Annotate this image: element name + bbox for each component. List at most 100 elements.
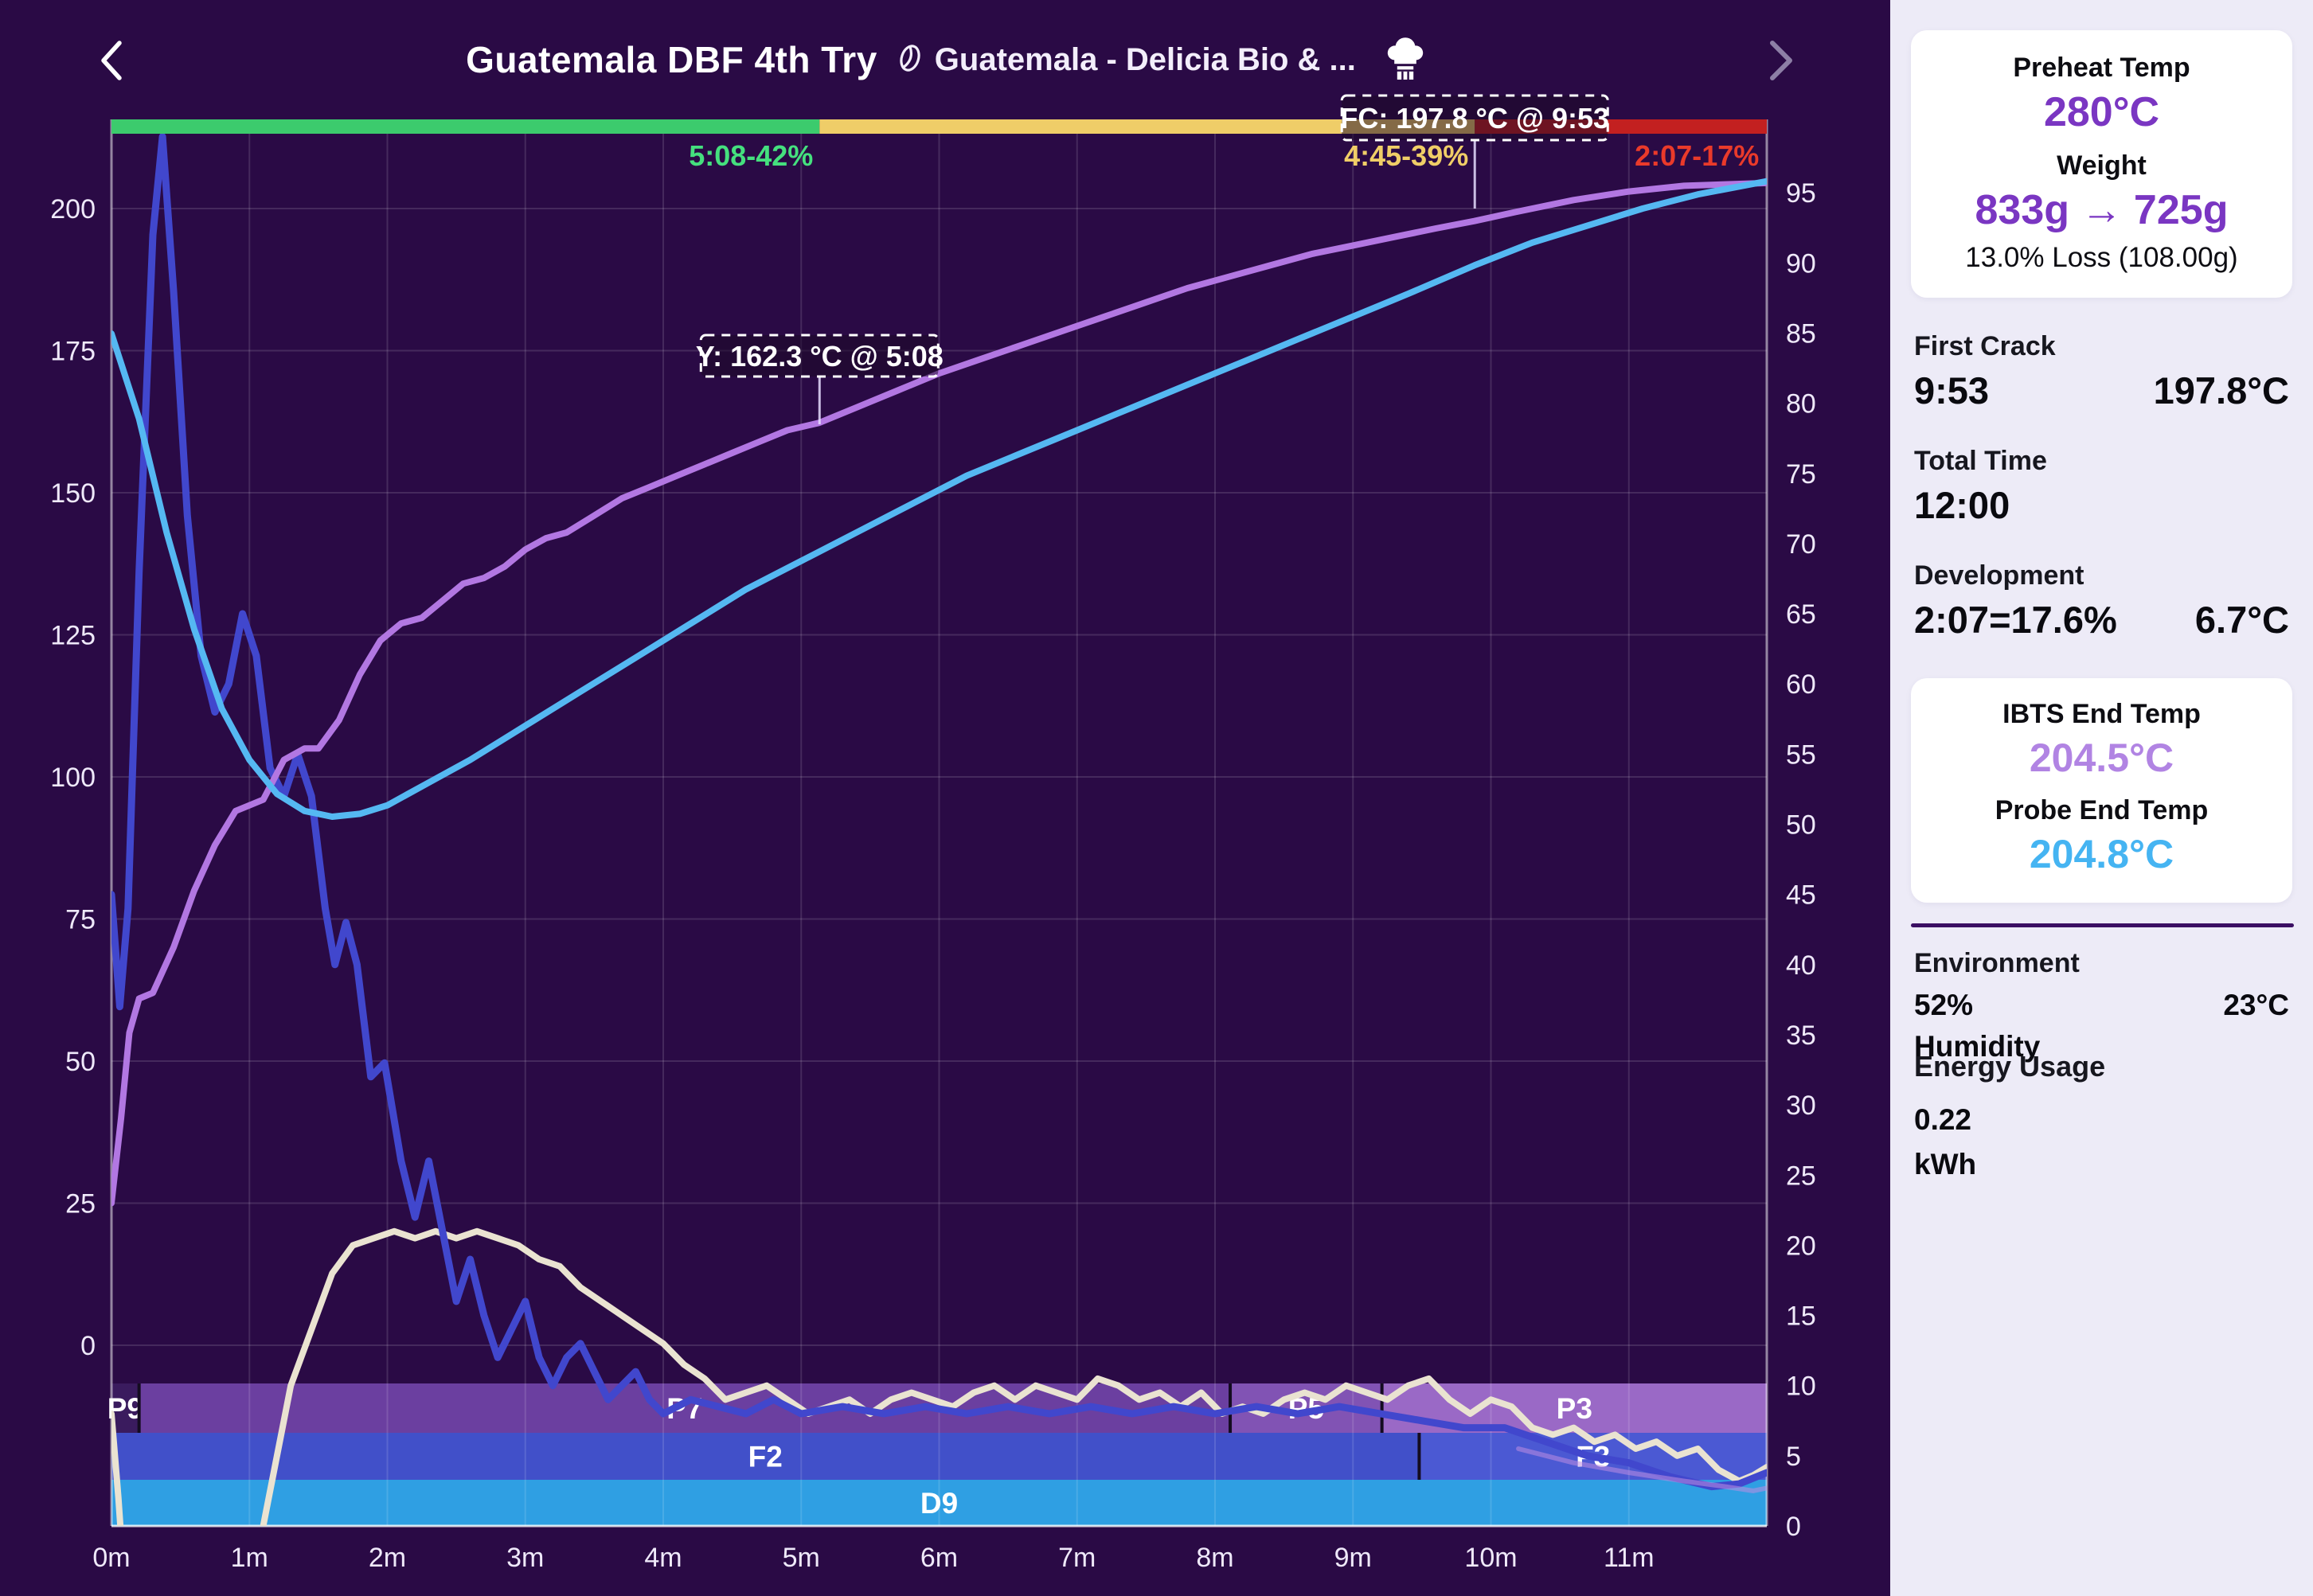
development-label: Development [1914, 560, 2084, 591]
svg-text:90: 90 [1786, 248, 1816, 279]
svg-text:0m: 0m [92, 1543, 130, 1573]
svg-text:FC: 197.8 °C @ 9:53: FC: 197.8 °C @ 9:53 [1340, 102, 1609, 135]
svg-text:45: 45 [1786, 880, 1816, 911]
svg-text:40: 40 [1786, 950, 1816, 981]
curve-ibts-ror [111, 1227, 1767, 1526]
svg-text:6m: 6m [920, 1543, 958, 1573]
svg-text:11m: 11m [1604, 1543, 1655, 1573]
energy-usage-value: 0.22 [1914, 1103, 1972, 1136]
environment-humidity-value: 52% [1914, 989, 1974, 1021]
curve-ibts-temp [111, 179, 1767, 1207]
svg-text:10: 10 [1786, 1372, 1816, 1402]
total-time-stat: Total Time 12:00 [1890, 446, 2313, 527]
probe-end-temp-value: 204.8°C [2029, 832, 2174, 876]
svg-text:F2: F2 [748, 1441, 783, 1473]
chart-header: Guatemala DBF 4th Try Guatemala - Delici… [0, 0, 1890, 119]
svg-text:65: 65 [1786, 599, 1816, 630]
svg-text:1m: 1m [231, 1543, 268, 1573]
svg-text:8m: 8m [1196, 1543, 1233, 1573]
roast-title: Guatemala DBF 4th Try [466, 39, 877, 80]
development-temp: 6.7°C [2194, 599, 2289, 641]
end-temps-card: IBTS End Temp 204.5°C Probe End Temp 204… [1911, 678, 2292, 903]
svg-text:80: 80 [1786, 389, 1816, 419]
svg-text:75: 75 [1786, 459, 1816, 490]
back-button[interactable] [94, 37, 129, 88]
svg-text:9m: 9m [1334, 1543, 1372, 1573]
svg-text:4m: 4m [644, 1543, 682, 1573]
curve-probe-ror [111, 133, 1767, 1491]
roast-chart-panel: Guatemala DBF 4th Try Guatemala - Delici… [0, 0, 1890, 1596]
chef-hat-icon[interactable] [1386, 36, 1424, 84]
svg-text:5:08-42%: 5:08-42% [689, 139, 813, 172]
humidity-label: Humidity [1914, 1030, 2041, 1063]
svg-text:55: 55 [1786, 739, 1816, 770]
svg-text:D9: D9 [920, 1487, 958, 1520]
svg-text:15: 15 [1786, 1301, 1816, 1332]
development-value: 2:07=17.6% [1914, 599, 2117, 641]
svg-text:10m: 10m [1464, 1543, 1517, 1573]
svg-text:70: 70 [1786, 529, 1816, 560]
first-crack-temp: 197.8°C [2153, 369, 2289, 412]
svg-text:7m: 7m [1058, 1543, 1096, 1573]
chart-grid [110, 119, 1768, 1528]
environment-labels-overlap: Humidity Energy Usage [1914, 1030, 2289, 1092]
energy-usage-label: Energy Usage [1914, 1050, 2106, 1083]
probe-end-temp-label: Probe End Temp [1995, 795, 2209, 825]
sidebar-divider [1911, 923, 2294, 927]
environment-temp-value: 23°C [2223, 989, 2289, 1021]
development-stat: Development 2:07=17.6% 6.7°C [1890, 560, 2313, 642]
svg-text:2m: 2m [369, 1543, 406, 1573]
total-time-value: 12:00 [1914, 484, 2010, 526]
weight-label: Weight [2057, 150, 2147, 181]
chart-axes: 0 25 50 75 100 125 150 175 200 0 5 10 15 20 25 30 35 40 45… [50, 178, 1816, 1573]
svg-text:Y: 162.3 °C @ 5:08: Y: 162.3 °C @ 5:08 [696, 340, 944, 373]
svg-text:25: 25 [1786, 1161, 1816, 1191]
weight-value: 833g → 725g [1975, 187, 2229, 233]
chevron-left-icon [101, 41, 122, 80]
chevron-right-icon [1770, 41, 1792, 80]
curve-probe-temp [111, 178, 1767, 820]
bean-chip[interactable]: Guatemala - Delicia Bio & ... [897, 42, 1356, 78]
svg-text:P3: P3 [1557, 1392, 1592, 1425]
weight-loss-note: 13.0% Loss (108.00g) [1965, 242, 2238, 273]
svg-text:30: 30 [1786, 1091, 1816, 1121]
svg-text:200: 200 [50, 194, 96, 224]
preheat-value: 280°C [2043, 89, 2160, 135]
forward-button[interactable] [1763, 35, 1798, 90]
svg-text:4:45-39%: 4:45-39% [1344, 139, 1468, 172]
first-crack-time: 9:53 [1914, 369, 1990, 412]
svg-text:50: 50 [65, 1047, 96, 1077]
svg-text:35: 35 [1786, 1020, 1816, 1051]
svg-text:60: 60 [1786, 669, 1816, 700]
svg-text:95: 95 [1786, 178, 1816, 209]
svg-text:0: 0 [1786, 1512, 1801, 1542]
svg-text:0: 0 [80, 1331, 96, 1361]
svg-text:5m: 5m [783, 1543, 820, 1573]
svg-text:50: 50 [1786, 810, 1816, 841]
svg-text:20: 20 [1786, 1231, 1816, 1261]
svg-text:25: 25 [65, 1189, 96, 1219]
temperature-curves [111, 133, 1767, 1526]
first-crack-stat: First Crack 9:53 197.8°C [1890, 331, 2313, 412]
chart-annotations: FC: 197.8 °C @ 9:53 Y: 162.3 °C @ 5:08 [696, 94, 1609, 424]
total-time-label: Total Time [1914, 446, 2047, 476]
energy-usage-unit: kWh [1914, 1148, 1977, 1180]
svg-text:2:07-17%: 2:07-17% [1635, 139, 1759, 172]
svg-text:75: 75 [65, 905, 96, 935]
bean-icon [897, 42, 924, 78]
svg-text:3m: 3m [506, 1543, 544, 1573]
svg-text:85: 85 [1786, 318, 1816, 349]
curve-ibts-ror-tail [1516, 1446, 1767, 1493]
first-crack-label: First Crack [1914, 331, 2056, 361]
svg-text:100: 100 [50, 763, 96, 793]
bean-name: Guatemala - Delicia Bio & ... [934, 41, 1356, 77]
svg-text:175: 175 [50, 337, 96, 367]
preheat-label: Preheat Temp [2013, 53, 2190, 83]
environment-label: Environment [1914, 948, 2080, 978]
ibts-end-temp-value: 204.5°C [2029, 736, 2174, 780]
svg-text:5: 5 [1786, 1442, 1801, 1472]
ibts-end-temp-label: IBTS End Temp [2002, 699, 2201, 729]
